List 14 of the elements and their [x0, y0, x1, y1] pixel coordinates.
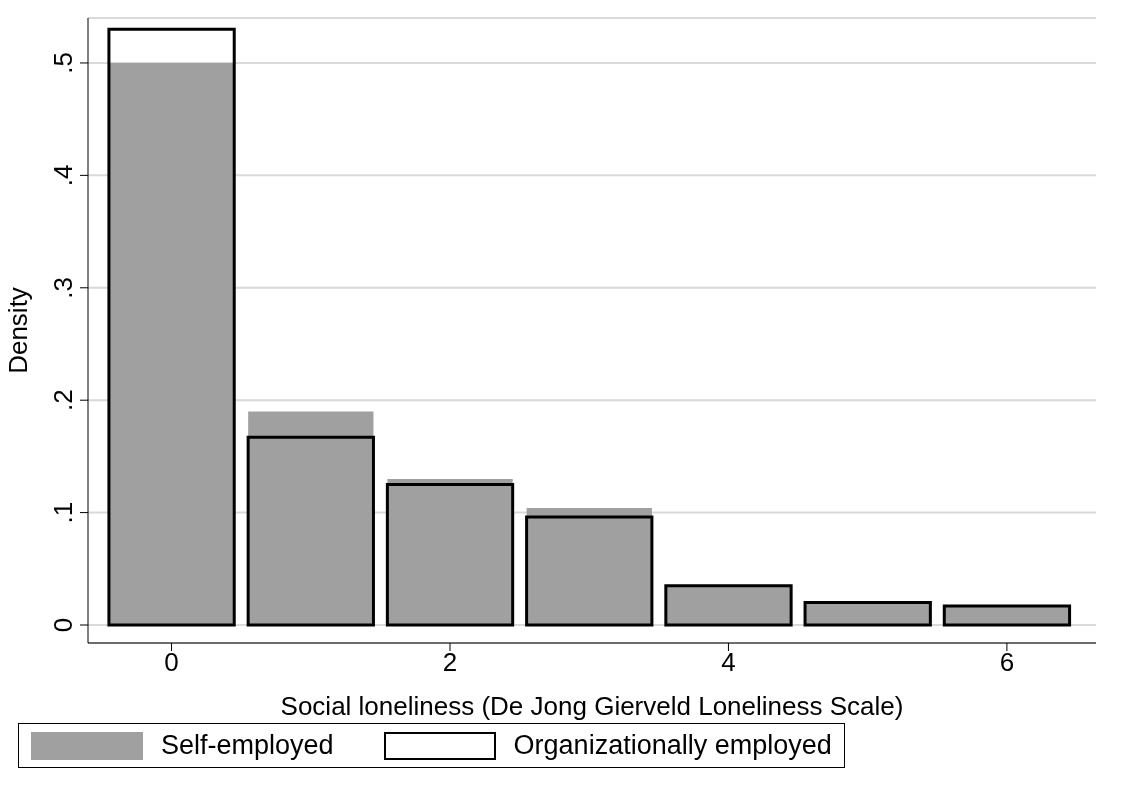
- y-tick-label: .1: [48, 501, 78, 524]
- x-tick-label: 4: [721, 647, 736, 678]
- x-tick-label: 0: [164, 647, 179, 678]
- y-axis-title: Density: [3, 287, 34, 374]
- x-tick-label: 2: [442, 647, 458, 678]
- legend-label: Self-employed: [161, 730, 334, 761]
- y-tick-label: .3: [48, 276, 78, 299]
- legend-label: Organizationally employed: [513, 730, 832, 761]
- y-tick-label: .2: [48, 389, 78, 412]
- y-tick-label: .5: [48, 52, 78, 74]
- y-tick-label: .4: [48, 164, 78, 187]
- y-tick-label: 0: [48, 617, 78, 633]
- x-tick-label: 6: [999, 647, 1015, 678]
- x-axis-title: Social loneliness (De Jong Gierveld Loneliness Scale): [280, 691, 904, 721]
